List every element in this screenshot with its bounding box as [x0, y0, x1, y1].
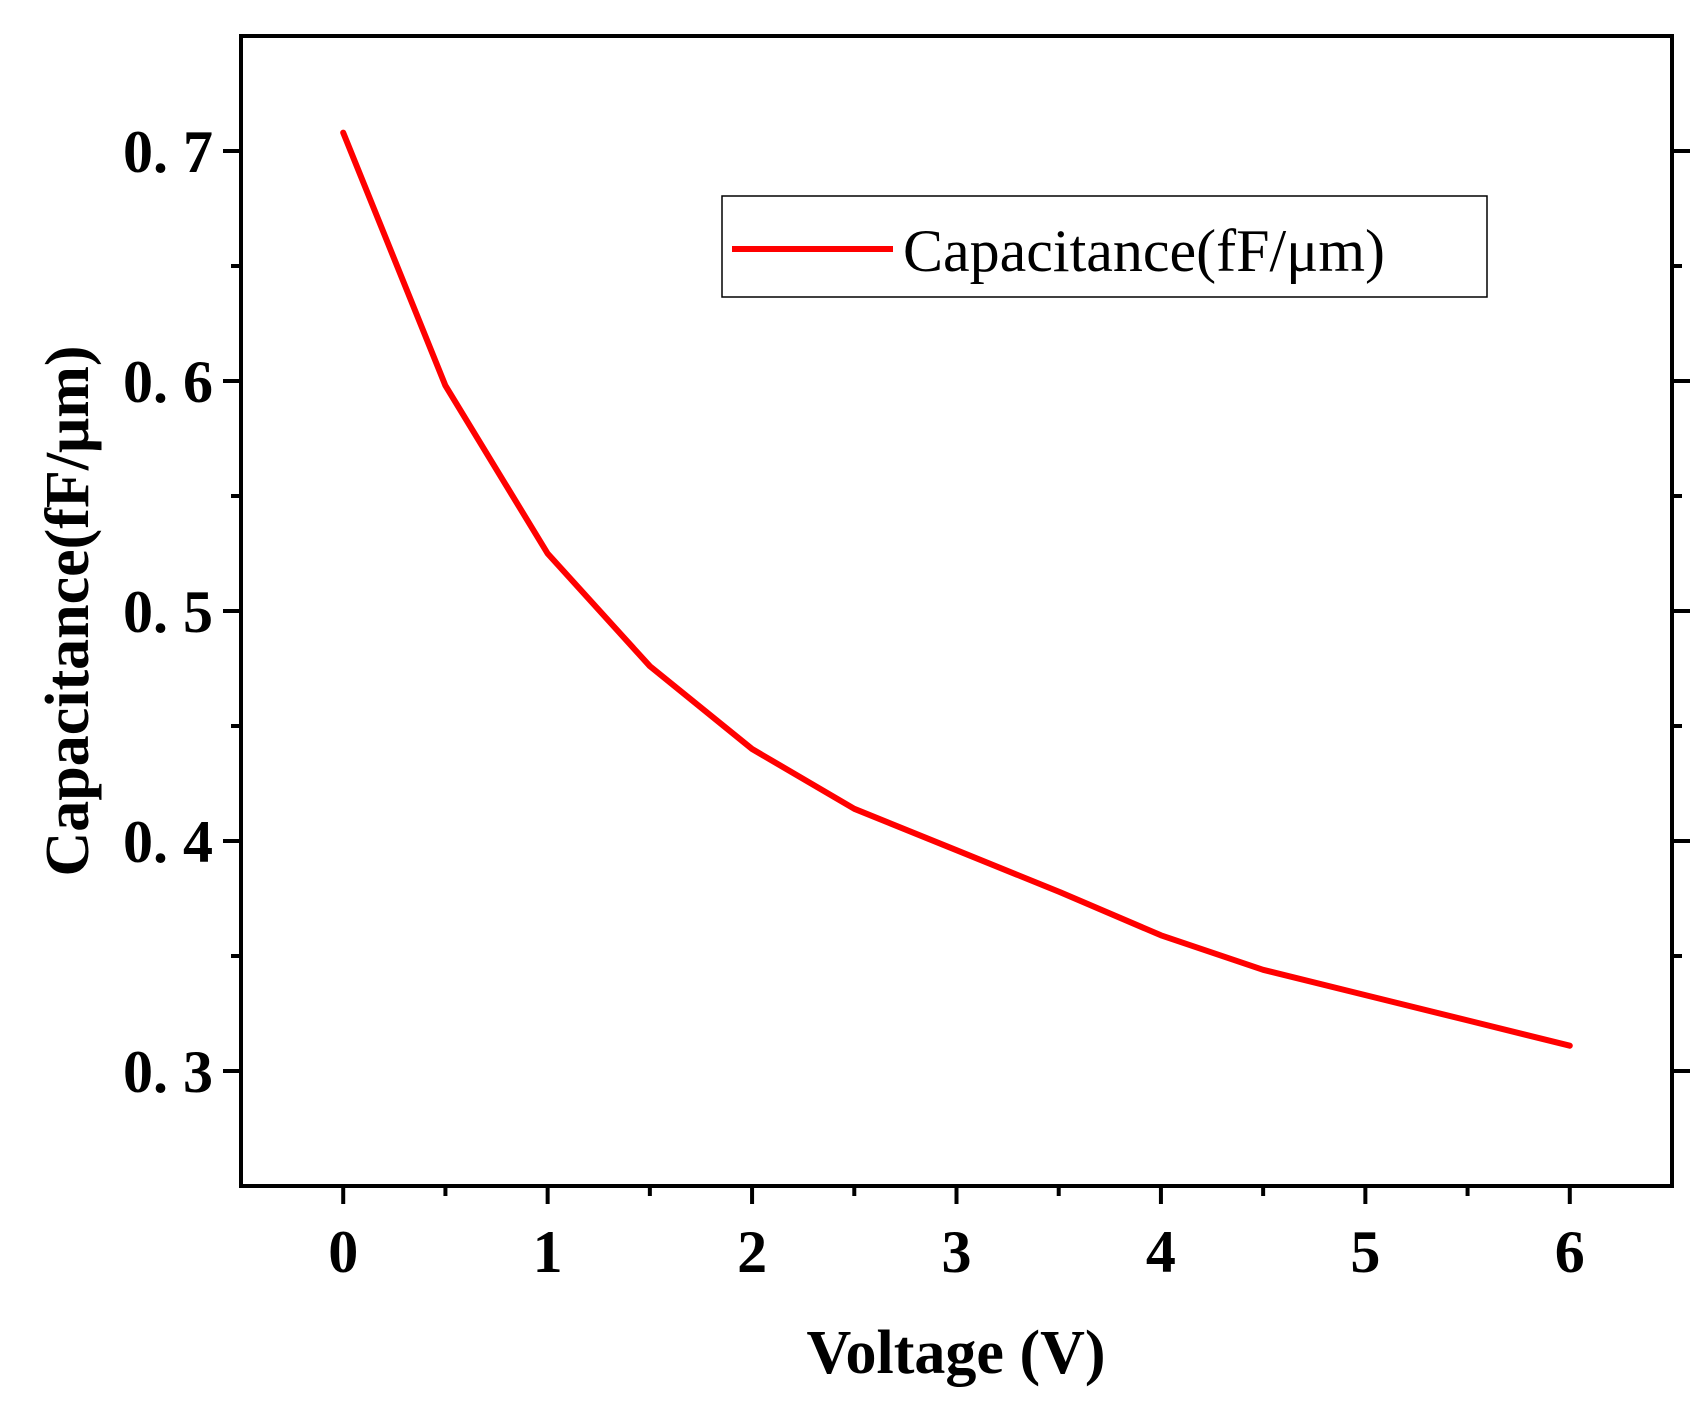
- series-line-capacitance: [340, 129, 1573, 1049]
- x-axis-ticks: 0 1 2 3 4 5 6: [328, 1186, 1585, 1285]
- x-tick-label: 2: [737, 1219, 767, 1285]
- x-tick-label: 0: [328, 1219, 358, 1285]
- y-tick-label: 0. 3: [123, 1039, 213, 1105]
- x-axis-label: Voltage (V): [806, 1319, 1105, 1387]
- legend: Capacitance(fF/μm): [721, 195, 1488, 298]
- x-tick-label: 3: [942, 1219, 972, 1285]
- x-tick-label: 6: [1555, 1219, 1585, 1285]
- y-tick-label: 0. 5: [123, 579, 213, 645]
- series-layer: [340, 129, 1573, 1049]
- legend-label: Capacitance(fF/μm): [903, 218, 1385, 284]
- x-tick-label: 1: [533, 1219, 563, 1285]
- y-tick-label: 0. 4: [123, 809, 213, 875]
- x-tick-label: 4: [1146, 1219, 1176, 1285]
- x-tick-label: 5: [1350, 1219, 1380, 1285]
- y-axis-ticks: 0. 3 0. 4 0. 5 0. 6 0. 7: [123, 119, 1690, 1105]
- y-tick-label: 0. 6: [123, 349, 213, 415]
- y-axis-label: Capacitance(fF/μm): [34, 346, 102, 877]
- y-tick-label: 0. 7: [123, 119, 213, 185]
